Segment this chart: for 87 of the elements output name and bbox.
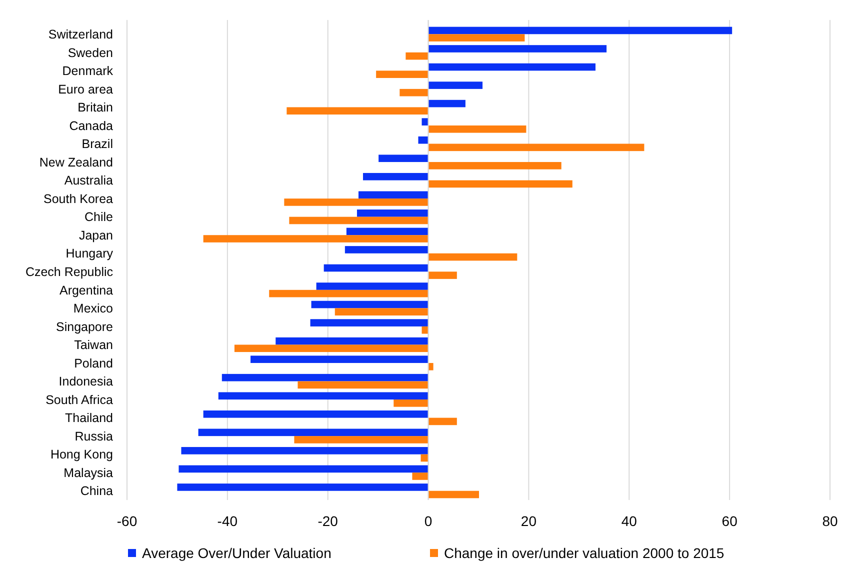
bar: [376, 70, 428, 78]
bar: [316, 282, 428, 290]
bar: [286, 107, 428, 115]
bar: [311, 300, 428, 308]
y-tick-label: Britain: [78, 100, 114, 115]
bar: [428, 45, 607, 52]
bar: [418, 136, 428, 144]
bar: [178, 465, 428, 473]
bar: [250, 356, 428, 363]
bar: [394, 400, 428, 407]
bar: [358, 191, 428, 199]
bar: [428, 362, 434, 370]
x-tick-label: 80: [822, 513, 838, 529]
bar: [284, 198, 428, 206]
bar: [324, 264, 428, 272]
x-tick-label: -60: [116, 513, 138, 529]
bar: [428, 490, 479, 498]
bar: [428, 34, 525, 42]
bar: [422, 326, 428, 334]
x-tick-label: 40: [621, 513, 638, 529]
y-tick-label: Euro area: [58, 82, 114, 96]
bar: [428, 253, 518, 261]
y-tick-label: Switzerland: [48, 28, 114, 42]
bar: [181, 447, 428, 454]
bar: [378, 154, 428, 162]
y-tick-label: Czech Republic: [25, 265, 113, 280]
bar: [406, 52, 428, 60]
bar: [356, 210, 428, 217]
bar: [177, 484, 428, 491]
bar: [298, 381, 428, 389]
bar: [289, 216, 428, 224]
y-tick-label: Sweden: [68, 46, 114, 60]
y-tick-label: Japan: [78, 228, 114, 242]
bar: [400, 88, 428, 96]
legend-label: Change in over/under valuation 2000 to 2015: [444, 545, 724, 561]
bar: [428, 418, 457, 426]
bar: [234, 344, 428, 352]
bar: [203, 410, 428, 418]
x-tick-label: -40: [217, 513, 238, 529]
bar: [428, 272, 457, 279]
x-tick-label: 60: [722, 513, 738, 529]
y-tick-label: New Zealand: [39, 155, 114, 170]
bar: [203, 235, 428, 242]
y-tick-label: Hong Kong: [50, 448, 114, 462]
legend-label: Average Over/Under Valuation: [142, 545, 332, 561]
y-tick-label: Thailand: [65, 411, 114, 426]
bar: [334, 308, 428, 316]
bar: [218, 392, 428, 400]
y-tick-label: China: [80, 484, 114, 498]
bar: [363, 172, 428, 180]
y-tick-label: South Korea: [44, 192, 114, 206]
y-tick-label: South Africa: [46, 392, 114, 407]
bar: [269, 290, 428, 298]
y-tick-label: Brazil: [82, 137, 113, 152]
y-tick-label: Taiwan: [74, 338, 114, 352]
bar: [428, 63, 596, 71]
y-tick-label: Canada: [69, 118, 114, 133]
y-tick-label: Malaysia: [64, 466, 114, 480]
x-tick-label: -20: [318, 513, 338, 529]
bar: [310, 319, 428, 326]
bar: [422, 118, 428, 126]
bar: [428, 100, 466, 108]
bar: [412, 472, 428, 480]
bar: [428, 180, 572, 188]
y-tick-label: Singapore: [56, 320, 114, 334]
x-tick-label: 20: [520, 513, 537, 529]
bar: [428, 125, 526, 133]
y-tick-label: Indonesia: [58, 374, 114, 389]
y-tick-label: Hungary: [66, 246, 114, 261]
y-tick-label: Argentina: [59, 283, 114, 298]
bar: [428, 26, 732, 34]
y-tick-label: Russia: [74, 429, 114, 444]
y-tick-label: Poland: [74, 356, 114, 370]
bar: [198, 428, 428, 436]
bar: [428, 82, 483, 89]
y-tick-label: Mexico: [73, 302, 114, 316]
bar: [346, 228, 428, 236]
bar: [428, 144, 644, 152]
y-tick-label: Australia: [64, 174, 114, 188]
bar: [222, 374, 428, 382]
bar: [294, 436, 428, 444]
y-tick-label: Chile: [84, 210, 114, 224]
x-tick-label: 0: [424, 513, 432, 529]
bar: [344, 246, 428, 254]
bar: [428, 162, 562, 170]
y-tick-label: Denmark: [62, 64, 114, 78]
bar: [276, 337, 428, 345]
